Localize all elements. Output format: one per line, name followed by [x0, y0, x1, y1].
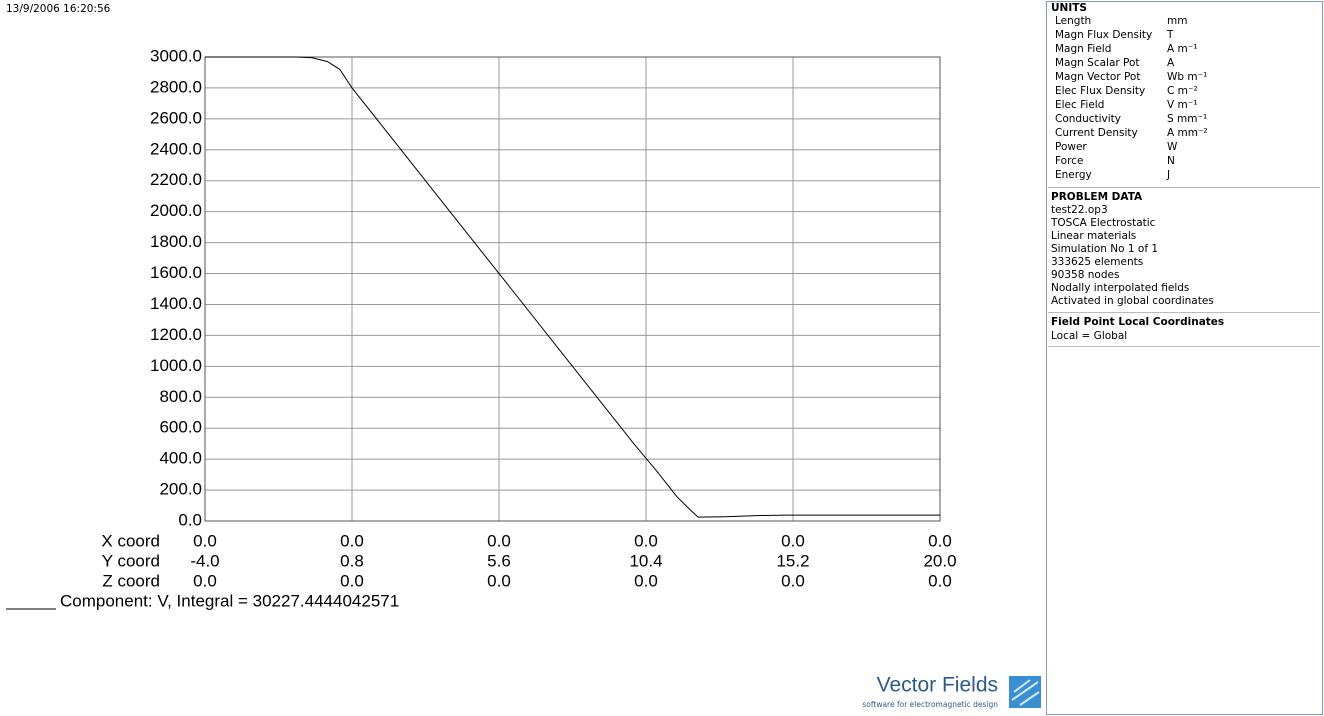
y-tick-label: 2400.0	[150, 139, 202, 158]
x-tick-label: 5.6	[487, 551, 511, 570]
y-tick-label: 2600.0	[150, 108, 202, 127]
unit-value: Wb m⁻¹	[1167, 71, 1207, 83]
panel-heading: UNITS	[1051, 2, 1087, 14]
y-tick-label: 2800.0	[150, 77, 202, 96]
z-coord-label: 0.0	[781, 571, 805, 590]
y-tick-label: 200.0	[159, 480, 202, 499]
problem-line: Nodally interpolated fields	[1051, 282, 1189, 294]
unit-name: Magn Flux Density	[1055, 29, 1152, 41]
data-line	[205, 56, 940, 518]
unit-value: W	[1167, 141, 1178, 153]
x-coord-label: 0.0	[781, 531, 805, 550]
x-tick-label: 10.4	[629, 551, 662, 570]
problem-line: Linear materials	[1051, 230, 1136, 242]
problem-line: TOSCA Electrostatic	[1050, 217, 1156, 229]
unit-name: Magn Scalar Pot	[1055, 57, 1140, 69]
y-tick-label: 800.0	[159, 387, 202, 406]
unit-name: Conductivity	[1055, 113, 1121, 125]
plot-frame	[204, 56, 941, 522]
x-tick-label: -4.0	[190, 551, 219, 570]
z-coord-label: 0.0	[928, 571, 952, 590]
legend-label: Component: V, Integral = 30227.444404257…	[60, 591, 399, 610]
panel-heading: Field Point Local Coordinates	[1051, 316, 1224, 328]
problem-line: test22.op3	[1051, 204, 1108, 216]
logo-tagline: software for electromagnetic design	[862, 700, 998, 709]
unit-name: Length	[1055, 15, 1091, 27]
z-coord-label: 0.0	[487, 571, 511, 590]
unit-value: J	[1166, 169, 1170, 181]
axis-row-label: Z coord	[102, 571, 160, 590]
x-tick-label: 20.0	[923, 551, 956, 570]
axis-row-label: X coord	[101, 531, 160, 550]
unit-name: Energy	[1055, 169, 1092, 181]
unit-name: Power	[1055, 141, 1087, 153]
unit-value: V m⁻¹	[1167, 99, 1198, 111]
z-coord-label: 0.0	[193, 571, 217, 590]
unit-value: A mm⁻²	[1167, 127, 1208, 139]
y-tick-label: 2000.0	[150, 201, 202, 220]
unit-name: Elec Field	[1055, 99, 1104, 111]
axis-row-label: Y coord	[102, 551, 160, 570]
x-coord-label: 0.0	[634, 531, 658, 550]
unit-value: N	[1167, 155, 1175, 167]
y-tick-label: 2200.0	[150, 170, 202, 189]
y-tick-label: 0.0	[178, 510, 202, 529]
unit-name: Force	[1055, 155, 1083, 167]
y-tick-label: 1000.0	[150, 356, 202, 375]
x-coord-label: 0.0	[487, 531, 511, 550]
logo-icon-pattern	[1011, 679, 1040, 706]
unit-name: Elec Flux Density	[1055, 85, 1145, 97]
x-coord-label: 0.0	[193, 531, 217, 550]
panel-heading: PROBLEM DATA	[1051, 191, 1143, 203]
problem-line: Activated in global coordinates	[1051, 295, 1214, 307]
unit-name: Magn Field	[1055, 43, 1111, 55]
x-coord-label: 0.0	[928, 531, 952, 550]
z-coord-label: 0.0	[634, 571, 658, 590]
x-tick-label: 0.8	[340, 551, 364, 570]
unit-value: A m⁻¹	[1167, 43, 1198, 55]
y-tick-label: 1600.0	[150, 263, 202, 282]
unit-value: S mm⁻¹	[1167, 113, 1207, 125]
unit-value: C m⁻²	[1167, 85, 1198, 97]
problem-line: Simulation No 1 of 1	[1051, 243, 1158, 255]
unit-value: mm	[1167, 15, 1187, 27]
problem-line: 90358 nodes	[1051, 269, 1119, 281]
y-tick-label: 400.0	[159, 449, 202, 468]
z-coord-label: 0.0	[340, 571, 364, 590]
y-tick-label: 600.0	[159, 418, 202, 437]
field-point-line: Local = Global	[1051, 330, 1127, 342]
y-tick-label: 1800.0	[150, 232, 202, 251]
unit-value: T	[1166, 29, 1174, 41]
logo-name: Vector Fields	[877, 674, 998, 697]
timestamp: 13/9/2006 16:20:56	[6, 3, 111, 15]
unit-value: A	[1167, 57, 1175, 69]
problem-line: 333625 elements	[1051, 256, 1143, 268]
unit-name: Current Density	[1055, 127, 1138, 139]
y-tick-label: 1200.0	[150, 325, 202, 344]
y-tick-label: 3000.0	[150, 46, 202, 65]
y-tick-label: 1400.0	[150, 294, 202, 313]
info-panel	[1046, 1, 1323, 715]
unit-name: Magn Vector Pot	[1055, 71, 1140, 83]
x-tick-label: 15.2	[776, 551, 809, 570]
x-coord-label: 0.0	[340, 531, 364, 550]
